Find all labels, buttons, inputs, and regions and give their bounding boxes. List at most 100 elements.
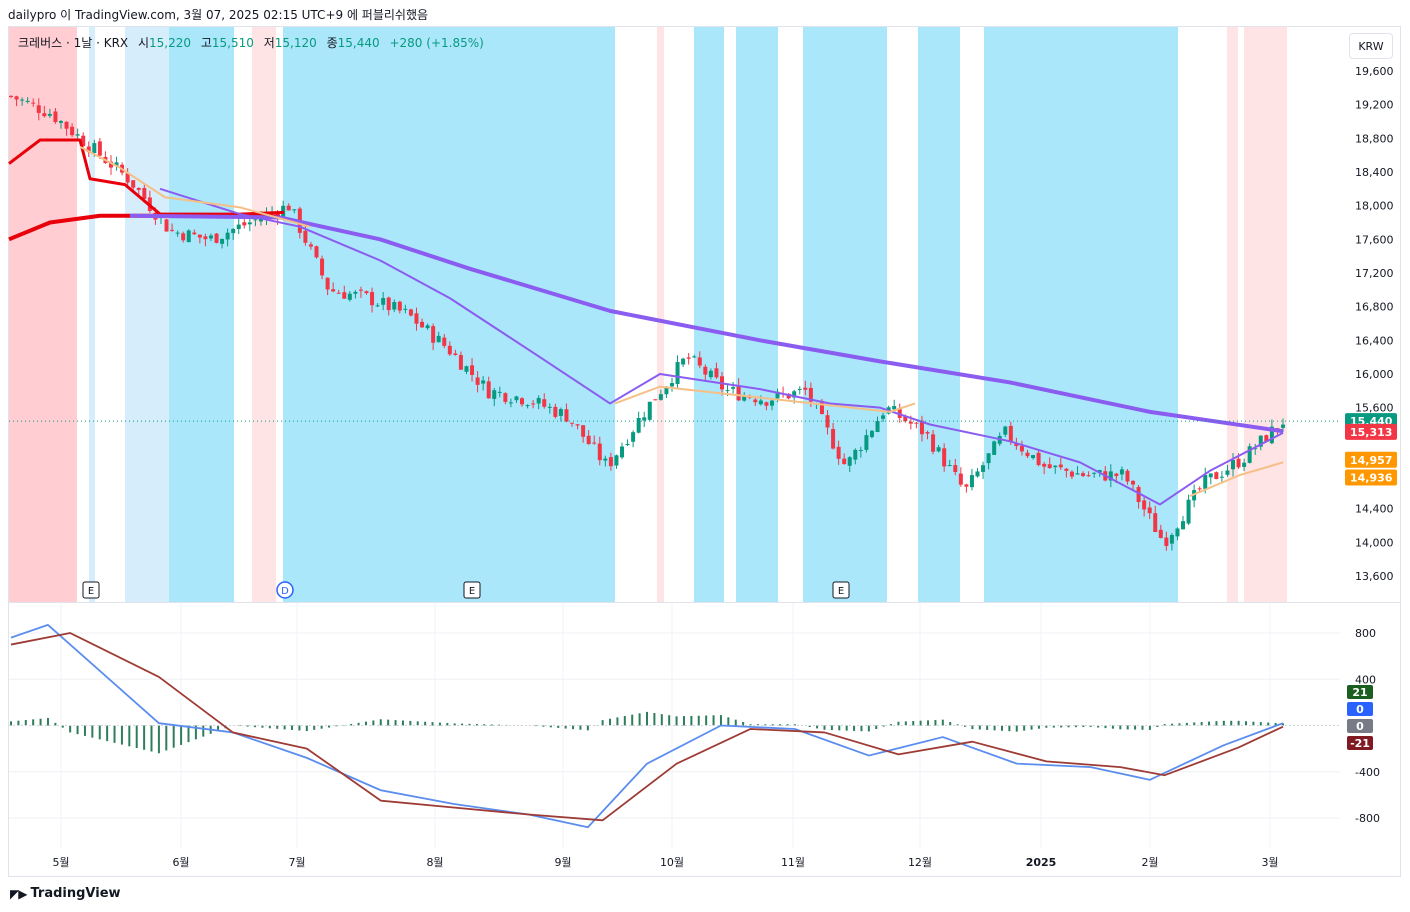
candle-body [881,415,886,419]
regime-band-3 [169,27,234,602]
candle-body [258,218,263,222]
regime-band-13 [1244,27,1287,602]
candle-body [47,113,52,116]
time-tick-label: 8월 [426,856,443,869]
candle-body [436,335,441,343]
candle-body [236,224,241,229]
candle-body [1025,452,1030,457]
candle-body [758,400,763,405]
currency-button[interactable]: KRW [1349,33,1393,59]
candle-body [1186,499,1191,524]
candle-body [936,447,941,452]
candle-body [1242,462,1247,467]
candle-body [1169,534,1174,544]
candle-body [597,443,602,461]
candle-body [964,484,969,487]
candle-body [292,209,297,211]
candle-body [764,402,769,406]
osc-value-label: 21 [1352,686,1367,699]
ma-purple-long [129,213,1284,434]
candle-body [481,380,486,384]
candle-body [1042,463,1047,467]
candle-body [919,420,924,435]
price-tick-label: 19,200 [1355,99,1394,112]
price-tick-label: 18,000 [1355,200,1394,213]
candle-body [303,230,308,243]
candle-body [775,391,780,399]
candle-body [1131,480,1136,485]
regime-band-8 [736,27,778,602]
candle-body [492,390,497,399]
candle-body [581,425,586,437]
candle-body [414,313,419,324]
candle-body [1158,529,1163,538]
candle-body [1031,455,1036,459]
candle-body [125,173,130,183]
candle-body [1053,465,1058,468]
dividend-marker [276,581,294,599]
candle-body [392,302,397,310]
candle-body [714,368,719,378]
candle-body [892,406,897,410]
candle-body [753,399,758,403]
regime-band-7 [694,27,724,602]
candle-body [981,465,986,472]
change-value: +280 (+1.85%) [389,36,484,50]
candle-body [620,446,625,458]
candle-body [42,113,47,117]
ema-orange-early [79,145,311,228]
candle-body [342,292,347,299]
regime-band-11 [984,27,1178,602]
price-tick-label: 14,400 [1355,503,1394,516]
candle-body [1086,475,1091,477]
close-label: 종 [326,36,338,50]
price-tick-label: 17,200 [1355,267,1394,280]
candle-body [286,205,291,211]
candle-body [1125,470,1130,482]
earnings-marker-label: E [88,586,94,597]
regime-band-12 [1227,27,1238,602]
earnings-marker [463,581,481,599]
symbol-label[interactable]: 크레버스 · 1날 · KRX [18,36,129,50]
osc-value-label-bg [1347,702,1373,716]
candle-body [647,401,652,420]
open-value: 15,220 [149,36,192,50]
candle-body [742,395,747,401]
candle-body [692,356,697,358]
candle-body [875,421,880,433]
regime-band-10 [918,27,960,602]
price-label-bg [1345,451,1397,468]
candle-body [475,377,480,385]
candle-body [170,229,175,231]
candle-body [514,396,519,401]
candle-body [381,297,386,305]
publisher-line: dailypro 이 TradingView.com, 3월 07, 2025 … [8,8,429,22]
candle-body [858,449,863,451]
candle-body [1114,473,1119,477]
dividend-marker-label: D [281,586,289,597]
candle-body [675,362,680,385]
candle-body [497,391,502,393]
candle-body [1003,426,1008,435]
candle-body [447,345,452,355]
candle-body [1097,469,1102,473]
candle-body [470,365,475,375]
candle-body [1281,424,1285,428]
time-tick-label: 9월 [554,856,571,869]
osc-value-label-bg [1347,719,1373,733]
candle-body [631,432,636,442]
footer-brand[interactable]: ◤▶ TradingView [10,886,121,901]
candle-body [608,457,613,467]
earnings-marker [82,581,100,599]
candle-body [903,415,908,422]
ema-orange-mid [614,385,916,413]
candle-body [408,309,413,316]
candle-body [31,102,36,104]
candle-body [314,246,319,258]
candle-body [869,430,874,438]
candle-body [625,444,630,446]
candle-body [1258,435,1263,447]
candle-body [831,428,836,449]
price-tick-label: 14,000 [1355,536,1394,549]
